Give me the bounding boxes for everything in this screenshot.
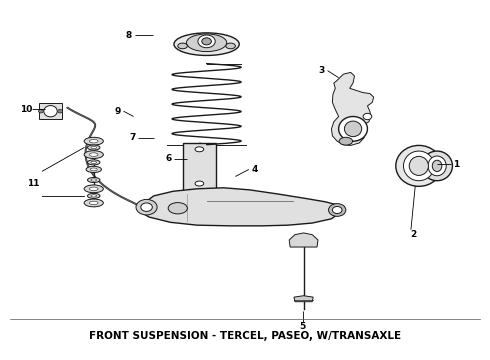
Text: 2: 2: [410, 230, 416, 239]
Ellipse shape: [44, 105, 57, 117]
Ellipse shape: [84, 137, 103, 145]
Ellipse shape: [226, 43, 235, 49]
Ellipse shape: [91, 161, 97, 163]
Ellipse shape: [174, 33, 239, 55]
Ellipse shape: [403, 151, 434, 181]
Ellipse shape: [91, 195, 97, 197]
Ellipse shape: [422, 151, 452, 181]
Ellipse shape: [198, 35, 215, 48]
Ellipse shape: [339, 137, 353, 145]
Ellipse shape: [84, 151, 103, 158]
Ellipse shape: [136, 199, 157, 215]
Ellipse shape: [344, 121, 362, 136]
Text: FRONT SUSPENSION - TERCEL, PASEO, W/TRANSAXLE: FRONT SUSPENSION - TERCEL, PASEO, W/TRAN…: [89, 331, 401, 341]
Text: 10: 10: [20, 105, 33, 114]
Text: 3: 3: [318, 66, 325, 75]
Ellipse shape: [363, 113, 372, 120]
Text: 4: 4: [251, 165, 258, 174]
Ellipse shape: [84, 199, 103, 207]
Ellipse shape: [89, 187, 98, 190]
Ellipse shape: [91, 147, 97, 149]
Text: 8: 8: [125, 31, 132, 40]
Ellipse shape: [396, 145, 442, 186]
Ellipse shape: [89, 153, 98, 156]
Ellipse shape: [432, 160, 442, 171]
Text: 11: 11: [27, 179, 40, 188]
Text: 1: 1: [453, 159, 460, 168]
Text: 6: 6: [165, 154, 172, 163]
Ellipse shape: [84, 185, 103, 193]
Ellipse shape: [88, 145, 100, 150]
Ellipse shape: [89, 201, 98, 205]
Ellipse shape: [202, 38, 211, 45]
Ellipse shape: [168, 203, 187, 214]
Ellipse shape: [329, 204, 346, 216]
Ellipse shape: [178, 43, 187, 49]
Ellipse shape: [141, 203, 152, 211]
Ellipse shape: [195, 147, 204, 152]
Bar: [183, 143, 216, 190]
Ellipse shape: [339, 117, 368, 141]
Ellipse shape: [88, 177, 100, 183]
Ellipse shape: [88, 160, 100, 165]
Ellipse shape: [409, 156, 428, 175]
Ellipse shape: [428, 156, 446, 176]
Ellipse shape: [332, 207, 342, 213]
Polygon shape: [294, 296, 313, 302]
Ellipse shape: [91, 179, 97, 181]
Ellipse shape: [89, 139, 98, 143]
Ellipse shape: [39, 109, 43, 113]
Ellipse shape: [88, 193, 100, 198]
Bar: [39, 103, 62, 119]
Polygon shape: [331, 72, 374, 145]
Ellipse shape: [90, 168, 97, 171]
Ellipse shape: [186, 34, 227, 51]
Ellipse shape: [58, 109, 63, 113]
Polygon shape: [289, 233, 318, 247]
Text: 5: 5: [299, 322, 306, 331]
Text: 9: 9: [115, 107, 121, 116]
Polygon shape: [140, 188, 341, 226]
Text: 7: 7: [129, 133, 135, 142]
Ellipse shape: [195, 181, 204, 186]
Ellipse shape: [86, 166, 101, 172]
